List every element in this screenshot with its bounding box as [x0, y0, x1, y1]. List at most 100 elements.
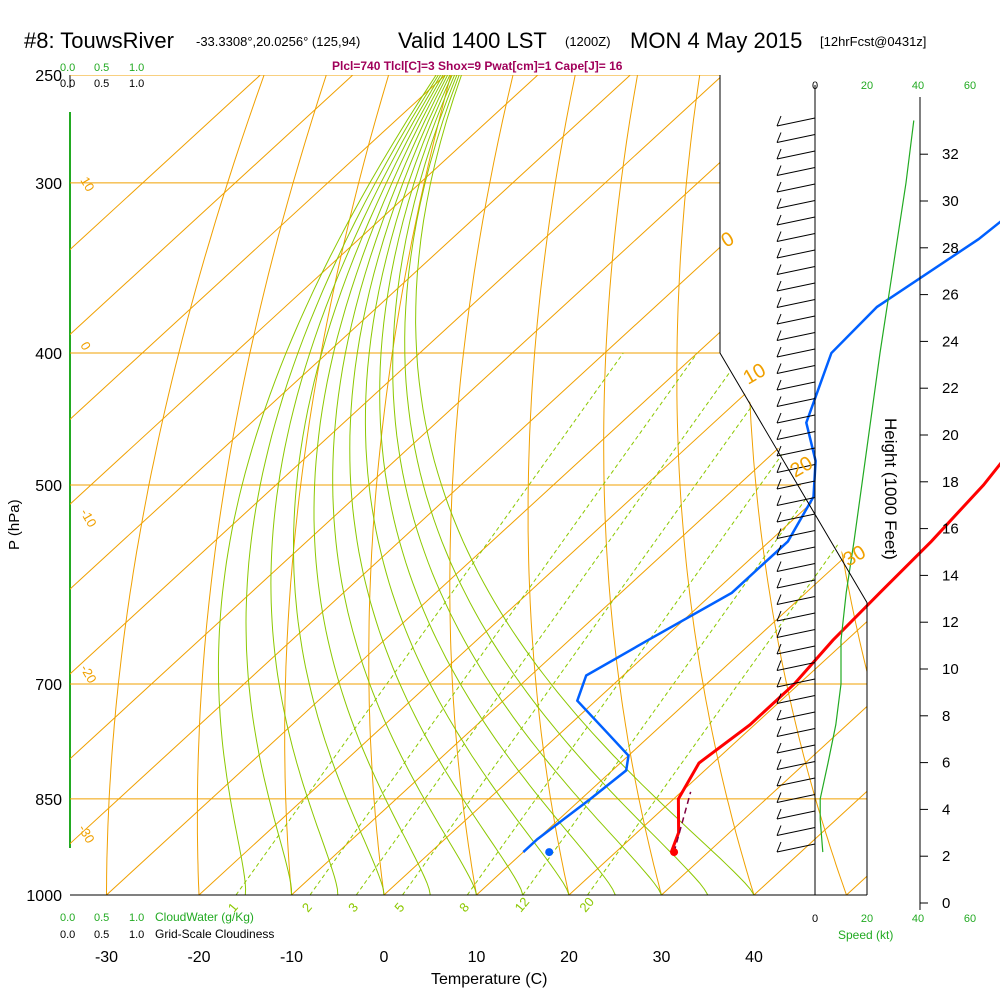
wind-barb-flag [776, 115, 782, 127]
wind-barb-flag [776, 808, 782, 820]
isotherm-label: -20 [77, 662, 99, 686]
moist-adiabat [404, 75, 709, 895]
cloudwater-label: CloudWater (g/Kg) [155, 910, 254, 924]
wind-barb [776, 794, 816, 803]
wind-barb [776, 332, 816, 341]
wind-barb-flag [776, 561, 782, 572]
plot-boundary [719, 75, 868, 895]
cloudwater-scale-bottom: 0.5 [94, 912, 109, 924]
cloudwater-scale-top: 0.0 [60, 62, 75, 74]
wind-barb [776, 695, 816, 704]
speed-tick-bottom: 60 [964, 913, 976, 925]
adiabat-label: 30 [840, 541, 870, 571]
moist-adiabat [392, 75, 662, 895]
isotherm-line [70, 75, 539, 895]
mixing-ratio-label: 3 [345, 900, 361, 915]
height-tick-label: 30 [942, 193, 959, 210]
moist-adiabat [245, 75, 439, 895]
y-tick-label: 1000 [26, 888, 62, 905]
wind-barb-flag [776, 181, 782, 193]
adiabat-label: 20 [787, 452, 817, 482]
wind-barb [776, 365, 816, 374]
mixing-ratio-line [522, 352, 867, 895]
cloudiness-label: Grid-Scale Cloudiness [155, 927, 275, 941]
wind-barb [776, 447, 816, 457]
wind-barb [776, 777, 816, 787]
dry-adiabat [368, 75, 452, 895]
wind-barb [776, 662, 816, 671]
mixing-ratio-line [402, 352, 791, 895]
wind-barb [776, 596, 816, 605]
moist-adiabat [349, 75, 524, 895]
wind-barb [776, 282, 816, 292]
wind-barb-flag [776, 742, 782, 754]
wind-barb-flag [776, 693, 782, 704]
wind-barb-flag [776, 231, 782, 242]
wind-barb [776, 249, 816, 259]
y-tick-label: 500 [35, 478, 62, 495]
dry-adiabat [676, 75, 755, 895]
mixing-ratio-line [355, 352, 744, 895]
x-tick-label: 0 [380, 949, 389, 966]
wind-barb-flag [776, 396, 782, 407]
isotherm-line [70, 75, 446, 895]
height-tick-label: 20 [942, 427, 959, 444]
wind-barb [776, 167, 816, 176]
wind-barb-flag [776, 264, 782, 275]
wind-barb-flag [776, 643, 782, 655]
parcel-trace [673, 791, 692, 853]
zulu-time: (1200Z) [565, 34, 611, 49]
isotherm-line [291, 75, 867, 895]
moist-adiabat [313, 75, 446, 895]
cloudiness-scale-top: 1.0 [129, 78, 144, 90]
wind-barbs [776, 115, 816, 853]
wind-barb [776, 612, 816, 622]
x-tick-label: -20 [187, 949, 210, 966]
dry-adiabat [527, 75, 576, 895]
wind-barb-flag [776, 709, 782, 721]
mixing-ratio-line [587, 352, 867, 895]
wind-barb-flag [776, 594, 782, 605]
y-tick-label: 700 [35, 677, 62, 694]
wind-barb [776, 150, 816, 160]
wind-barb-flag [776, 462, 782, 473]
y-axis-label: P (hPa) [6, 499, 23, 550]
wind-barb [776, 266, 816, 275]
y-tick-label: 400 [35, 346, 62, 363]
x-tick-label: -30 [95, 949, 118, 966]
temperature-line [669, 461, 1000, 853]
wind-barb [776, 513, 816, 523]
wind-speed-line [819, 120, 915, 853]
height-tick-label: 12 [942, 614, 959, 631]
wind-barb [776, 480, 816, 490]
x-tick-label: 20 [560, 949, 578, 966]
height-tick-label: 4 [942, 801, 950, 818]
x-tick-label: 10 [468, 949, 486, 966]
isotherm-line [476, 75, 867, 895]
x-axis-label: Temperature (C) [431, 971, 548, 988]
speed-tick-top: 40 [912, 80, 924, 92]
isotherm-label: -10 [77, 506, 99, 530]
wind-barb-flag [776, 313, 782, 325]
wind-barb [776, 216, 816, 226]
cloudwater-scale-bottom: 1.0 [129, 912, 144, 924]
wind-barb [776, 579, 816, 589]
speed-axis-label: Speed (kt) [838, 928, 894, 942]
wind-barb [776, 810, 816, 820]
height-tick-label: 18 [942, 474, 959, 491]
wind-barb-flag [776, 330, 782, 341]
height-tick-label: 24 [942, 333, 959, 350]
wind-barb [776, 381, 816, 391]
isotherm-line [70, 75, 724, 895]
wind-barb-flag [776, 792, 782, 803]
mixing-ratio-label: 12 [512, 894, 533, 915]
mixing-ratio-label: 8 [456, 900, 472, 915]
adiabat-label: 0 [718, 228, 739, 253]
wind-barb [776, 200, 816, 209]
wind-barb-flag [776, 198, 782, 209]
moist-adiabat [217, 75, 437, 895]
wind-barb-flag [776, 825, 782, 836]
wind-barb-flag [776, 627, 782, 638]
wind-barb-flag [776, 148, 782, 160]
